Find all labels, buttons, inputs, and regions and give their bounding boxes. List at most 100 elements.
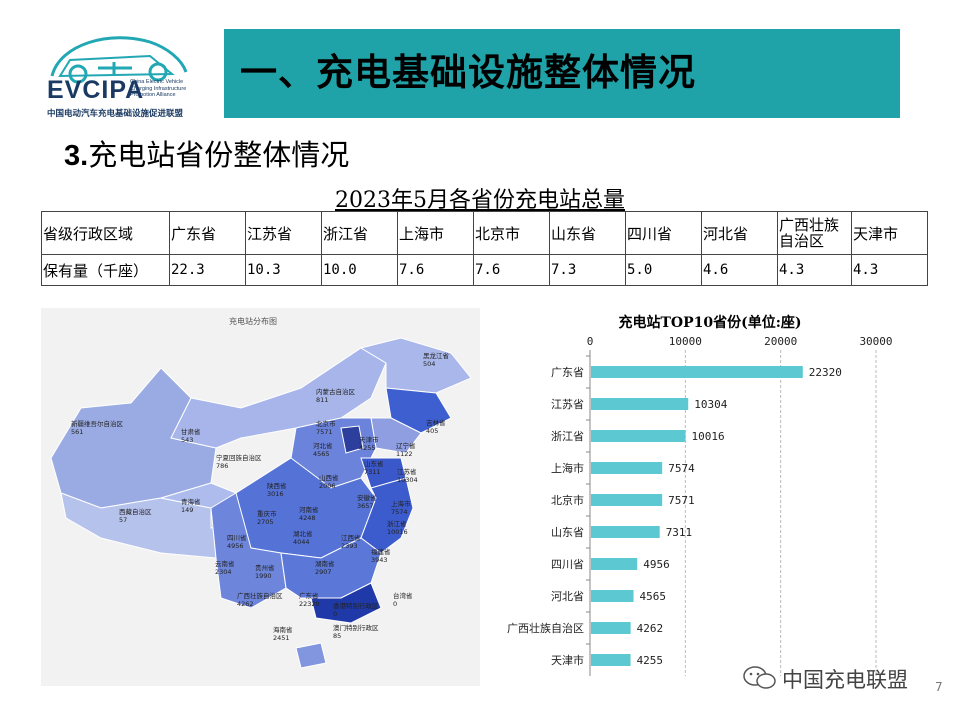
category-label: 江苏省 [551, 398, 584, 411]
data-label: 4565 [640, 590, 667, 603]
map-label: 重庆市 2705 [257, 509, 277, 526]
section-title: 充电站省份整体情况 [88, 138, 350, 172]
table-row-values: 保有量（千座） 22.3 10.3 10.0 7.6 7.6 7.3 5.0 4… [41, 254, 928, 286]
map-label: 陕西省 3016 [267, 481, 287, 498]
table-cell: 四川省 [625, 211, 702, 255]
map-label: 西藏自治区 57 [119, 507, 152, 524]
chart-title: 充电站TOP10省份(单位:座) [618, 315, 802, 331]
bar [591, 398, 689, 410]
category-label: 广西壮族自治区 [507, 621, 584, 635]
data-label: 10016 [691, 430, 724, 443]
section-number: 3. [64, 140, 89, 172]
category-label: 浙江省 [551, 430, 584, 443]
map-label: 福建省 3943 [371, 547, 391, 564]
table-row-provinces: 省级行政区域 广东省 江苏省 浙江省 上海市 北京市 山东省 四川省 河北省 广… [41, 211, 928, 255]
map-panel: 充电站分布图 黑龙江省 504 吉林省 405 辽宁省 1122 内蒙古自治区 811 [41, 308, 480, 686]
map-label: 甘肃省 543 [181, 427, 201, 444]
region-east [360, 477, 414, 554]
section-heading: 3.充电站省份整体情况 [64, 132, 349, 174]
table-cell: 北京市 [473, 211, 550, 255]
category-label: 上海市 [551, 461, 584, 475]
bar [591, 430, 686, 442]
x-tick-label: 0 [587, 335, 594, 348]
table-cell: 22.3 [169, 254, 246, 286]
map-label: 海南省 2451 [273, 625, 293, 642]
table-cell: 7.3 [549, 254, 626, 286]
map-label: 山东省 7311 [364, 459, 384, 476]
table-header-cell: 省级行政区域 [41, 211, 170, 255]
map-regions [50, 337, 472, 669]
category-label: 河北省 [551, 590, 584, 603]
map-label: 上海市 7574 [391, 499, 411, 516]
data-label: 4262 [637, 622, 664, 635]
bar [591, 462, 663, 474]
table-cell: 10.0 [321, 254, 398, 286]
map-label: 安徽省 3657 [357, 493, 377, 510]
x-tick-label: 10000 [669, 335, 702, 348]
data-label: 4255 [637, 654, 664, 667]
table-cell: 广东省 [169, 211, 246, 255]
x-tick-label: 30000 [859, 335, 892, 348]
data-label: 4956 [643, 558, 670, 571]
map-label: 北京市 7571 [316, 419, 336, 436]
category-label: 天津市 [551, 653, 584, 667]
map-label: 浙江省 10016 [387, 519, 408, 536]
table-cell: 广西壮族自治区 [777, 211, 852, 255]
table-cell: 5.0 [625, 254, 702, 286]
category-label: 北京市 [551, 493, 584, 507]
bar [591, 590, 634, 602]
map-label: 贵州省 1990 [255, 563, 275, 580]
map-label: 江苏省 10304 [397, 467, 418, 484]
map-label: 辽宁省 1122 [396, 441, 416, 458]
region-jilin [385, 387, 452, 434]
region-beijing-tianjin [340, 425, 364, 454]
map-label: 青海省 149 [181, 497, 201, 514]
map-label: 河南省 4248 [299, 505, 319, 522]
map-label: 江西省 2393 [341, 533, 361, 550]
table-cell: 河北省 [701, 211, 778, 255]
logo-subtitle: China Electric Vehicle Charging Infrastr… [130, 79, 187, 98]
map-label: 河北省 4565 [313, 441, 333, 458]
data-label: 7574 [668, 462, 695, 475]
map-label: 澳门特别行政区 85 [333, 623, 379, 640]
table-cell: 7.6 [473, 254, 550, 286]
logo-chinese-name: 中国电动汽车充电基础设施促进联盟 [47, 109, 184, 119]
bar-chart: 0 10000 20000 30000 广东省 22320 江苏省 10304 浙江省 10016… [507, 335, 893, 676]
data-label: 22320 [809, 366, 842, 379]
category-label: 广东省 [551, 366, 584, 379]
table-cell: 4.3 [851, 254, 928, 286]
map-label: 新疆维吾尔自治区 561 [71, 419, 124, 436]
bar [591, 494, 663, 506]
map-label: 湖南省 2907 [315, 559, 335, 576]
map-label: 香港特别行政区 0 [333, 601, 379, 618]
watermark-text: 中国充电联盟 [782, 668, 908, 692]
china-map: 充电站分布图 黑龙江省 504 吉林省 405 辽宁省 1122 内蒙古自治区 811 [50, 316, 472, 669]
map-title: 充电站分布图 [229, 316, 277, 326]
table-header-cell: 保有量（千座） [41, 254, 170, 286]
map-label: 四川省 4956 [227, 533, 247, 550]
data-label: 10304 [694, 398, 727, 411]
x-tick-label: 20000 [764, 335, 797, 348]
bar [591, 366, 803, 378]
map-label: 台湾省 0 [393, 591, 413, 608]
region-heilongjiang [359, 337, 472, 394]
page-number: 7 [935, 680, 943, 694]
data-label: 7571 [668, 494, 695, 507]
category-label: 山东省 [551, 526, 584, 539]
title-banner [224, 29, 900, 118]
region-hainan [295, 642, 327, 669]
table-cell: 4.6 [701, 254, 778, 286]
map-label: 内蒙古自治区 811 [316, 387, 356, 404]
evcipa-logo-icon [50, 36, 188, 84]
table-cell: 江苏省 [245, 211, 322, 255]
map-label: 广东省 22320 [299, 591, 320, 608]
wechat-icon [743, 666, 776, 689]
map-labels: 黑龙江省 504 吉林省 405 辽宁省 1122 内蒙古自治区 811 北京市 7571… [71, 351, 450, 642]
map-label: 湖北省 4044 [293, 529, 313, 546]
page-title: 一、充电基础设施整体情况 [240, 51, 696, 94]
map-label: 黑龙江省 504 [423, 351, 450, 368]
map-label: 山西省 2006 [319, 473, 339, 490]
bar [591, 558, 638, 570]
table-cell: 7.6 [397, 254, 474, 286]
table-title: 2023年5月各省份充电站总量 [335, 188, 625, 213]
